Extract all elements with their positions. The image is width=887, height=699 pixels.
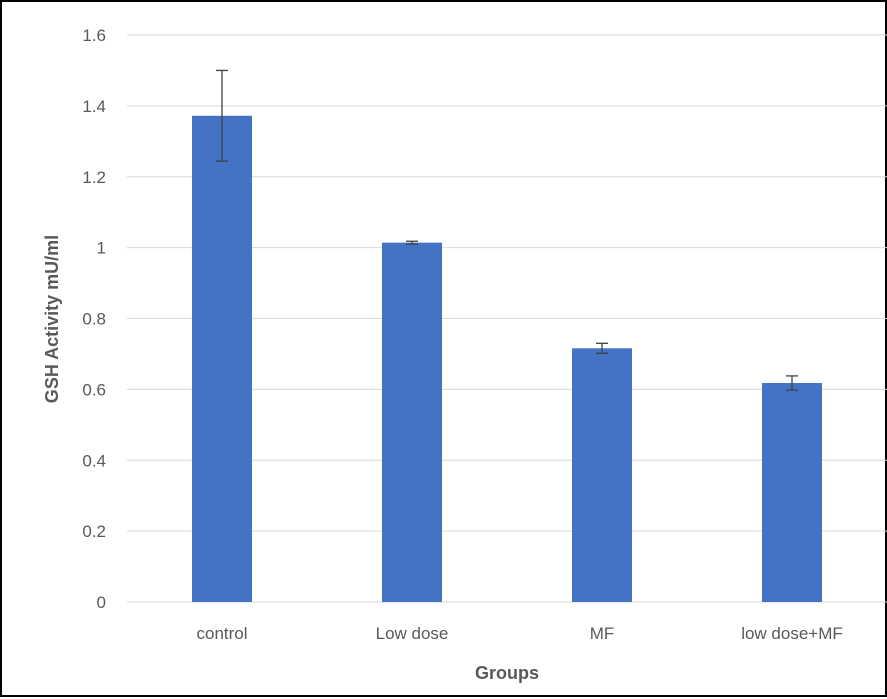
x-tick-label: control xyxy=(196,624,247,643)
error-bars xyxy=(216,69,798,391)
x-axis-ticks: control Low dose MF low dose+MF xyxy=(196,624,842,643)
bar xyxy=(572,348,632,602)
bar xyxy=(382,242,442,602)
y-tick-label: 0.8 xyxy=(82,310,106,329)
y-tick-label: 1.6 xyxy=(82,26,106,45)
y-tick-label: 1.2 xyxy=(82,168,106,187)
x-tick-label: low dose+MF xyxy=(741,624,843,643)
y-tick-label: 0 xyxy=(97,593,106,612)
y-axis-title: GSH Activity mU/ml xyxy=(42,235,62,403)
x-tick-label: MF xyxy=(590,624,615,643)
y-axis-ticks: 0 0.2 0.4 0.6 0.8 1 1.2 1.4 1.6 xyxy=(82,26,106,612)
y-tick-label: 0.4 xyxy=(82,451,106,470)
bars xyxy=(192,115,822,603)
bar xyxy=(192,115,252,603)
y-tick-label: 1.4 xyxy=(82,97,106,116)
gridlines xyxy=(127,34,887,603)
x-tick-label: Low dose xyxy=(376,624,449,643)
x-axis-title: Groups xyxy=(475,663,539,683)
y-tick-label: 0.6 xyxy=(82,380,106,399)
bar xyxy=(762,382,822,602)
y-tick-label: 1 xyxy=(97,239,106,258)
y-tick-label: 0.2 xyxy=(82,522,106,541)
